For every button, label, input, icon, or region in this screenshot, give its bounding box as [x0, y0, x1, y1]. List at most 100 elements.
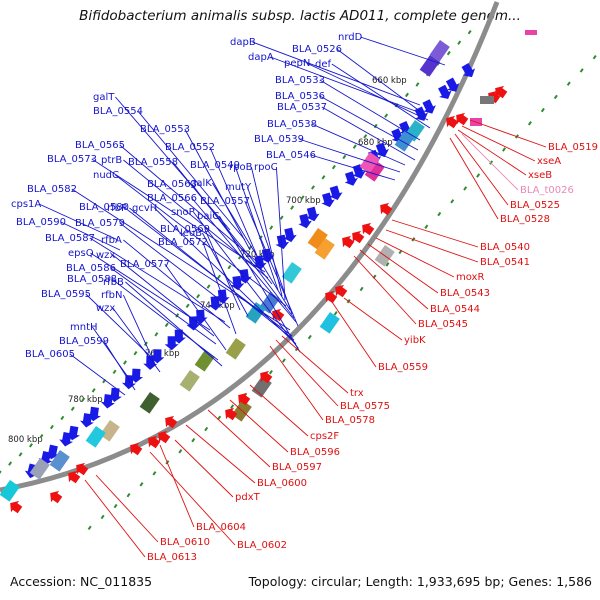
- leader-line: [250, 166, 283, 297]
- reverse-gene-label: BLA_0578: [325, 415, 375, 426]
- forward-cds-arrow: [352, 164, 366, 179]
- leader-line: [115, 96, 231, 231]
- leader-line: [115, 174, 287, 307]
- reverse-cds-arrow: [342, 235, 355, 249]
- reverse-cds-arrow: [495, 85, 508, 99]
- tick-mark: [321, 175, 326, 180]
- reverse-gene-label: trx: [350, 388, 364, 399]
- tick-mark: [300, 195, 305, 200]
- leader-line: [270, 56, 419, 113]
- forward-gene-label: rfbB: [103, 277, 124, 288]
- leader-line: [385, 229, 479, 263]
- forward-gene-label: cps1A: [11, 199, 41, 210]
- tick-mark: [8, 461, 13, 466]
- feature-block: [194, 350, 215, 372]
- leader-line: [207, 409, 271, 468]
- tick-mark: [463, 186, 468, 191]
- tick-mark: [450, 199, 455, 204]
- forward-cds-arrow: [298, 213, 312, 229]
- leader-line: [331, 63, 431, 129]
- reverse-cds-arrow: [50, 490, 63, 504]
- forward-gene-label: BLA_0553: [140, 124, 190, 135]
- leader-line: [310, 154, 396, 181]
- leader-line: [129, 207, 295, 341]
- reverse-cds-arrow: [446, 115, 459, 129]
- leader-line: [212, 182, 291, 311]
- reverse-gene-label: xseA: [537, 156, 561, 167]
- feature-block: [314, 238, 335, 260]
- reverse-gene-label: xseB: [528, 170, 552, 181]
- leader-line: [367, 243, 439, 294]
- feature-block: [359, 152, 380, 174]
- leader-line: [149, 451, 236, 546]
- reverse-gene-label: moxR: [456, 272, 484, 283]
- forward-gene-label: dapA: [248, 52, 274, 63]
- tick-mark: [476, 173, 481, 178]
- tick-mark: [100, 514, 105, 520]
- feature-block: [179, 370, 200, 392]
- feature-block: [525, 30, 537, 35]
- tick-mark: [70, 406, 75, 411]
- tick-mark: [112, 369, 117, 375]
- tick-mark: [342, 154, 347, 160]
- tick-mark: [191, 437, 196, 443]
- forward-cds-arrow: [208, 296, 223, 311]
- leader-line: [191, 197, 297, 323]
- tick-mark: [467, 30, 472, 35]
- reverse-gene-label: BLA_0541: [480, 257, 530, 268]
- reverse-gene-label: BLA_0613: [147, 552, 197, 563]
- reverse-cds-arrow: [158, 430, 171, 444]
- forward-cds-arrow: [422, 99, 436, 114]
- leader-line: [375, 237, 455, 278]
- leader-line: [336, 48, 426, 116]
- forward-gene-label: rfbN: [101, 290, 122, 301]
- forward-gene-label: BLA_0582: [27, 184, 77, 195]
- leader-line: [457, 129, 527, 176]
- forward-gene-label: rpoB: [229, 162, 253, 173]
- forward-gene-label: snoP: [171, 207, 195, 218]
- reverse-gene-label: BLA_0544: [430, 304, 480, 315]
- reverse-cds-arrow: [456, 112, 469, 126]
- tick-mark: [553, 94, 558, 100]
- forward-gene-label: BLA_0537: [277, 102, 327, 113]
- forward-cds-arrow: [230, 275, 245, 291]
- leader-line: [331, 301, 377, 368]
- leader-line: [111, 278, 219, 361]
- reverse-gene-label: BLA_0559: [378, 362, 428, 373]
- tick-mark: [333, 311, 338, 316]
- leader-line: [461, 125, 536, 162]
- forward-gene-label: epsQ: [68, 248, 94, 259]
- forward-cds-arrow: [344, 171, 358, 186]
- leader-line: [191, 183, 295, 319]
- reverse-cds-arrow: [165, 415, 178, 429]
- leader-line: [122, 294, 156, 365]
- forward-gene-label: BLA_0579: [75, 218, 125, 229]
- reverse-cds-arrow: [380, 202, 393, 216]
- leader-line: [95, 474, 159, 543]
- reverse-gene-label: BLA_0600: [257, 478, 307, 489]
- tick-mark: [405, 92, 409, 98]
- leader-line: [281, 335, 349, 394]
- forward-gene-label: BLA_0566: [147, 193, 197, 204]
- feature-block: [419, 54, 440, 77]
- tick-label: 800 kbp: [8, 435, 43, 445]
- forward-cds-arrow: [186, 316, 201, 331]
- leader-line: [275, 166, 286, 301]
- forward-gene-label: BLA_0557: [200, 196, 250, 207]
- leader-line: [84, 479, 146, 558]
- leader-line: [202, 241, 237, 335]
- forward-gene-label: BLA_0536: [275, 91, 325, 102]
- tick-mark: [457, 40, 462, 45]
- feature-block: [281, 262, 302, 284]
- forward-gene-label: BLA_0605: [25, 349, 75, 360]
- reverse-gene-label: BLA_0525: [510, 200, 560, 211]
- leader-line: [185, 424, 256, 484]
- tick-mark: [206, 284, 211, 289]
- tick-mark: [49, 424, 54, 430]
- tick-label: 720 kbp: [240, 250, 275, 260]
- reverse-cds-arrow: [225, 407, 238, 421]
- leader-line: [269, 345, 324, 421]
- tick-mark: [363, 134, 368, 139]
- forward-cds-arrow: [164, 336, 179, 351]
